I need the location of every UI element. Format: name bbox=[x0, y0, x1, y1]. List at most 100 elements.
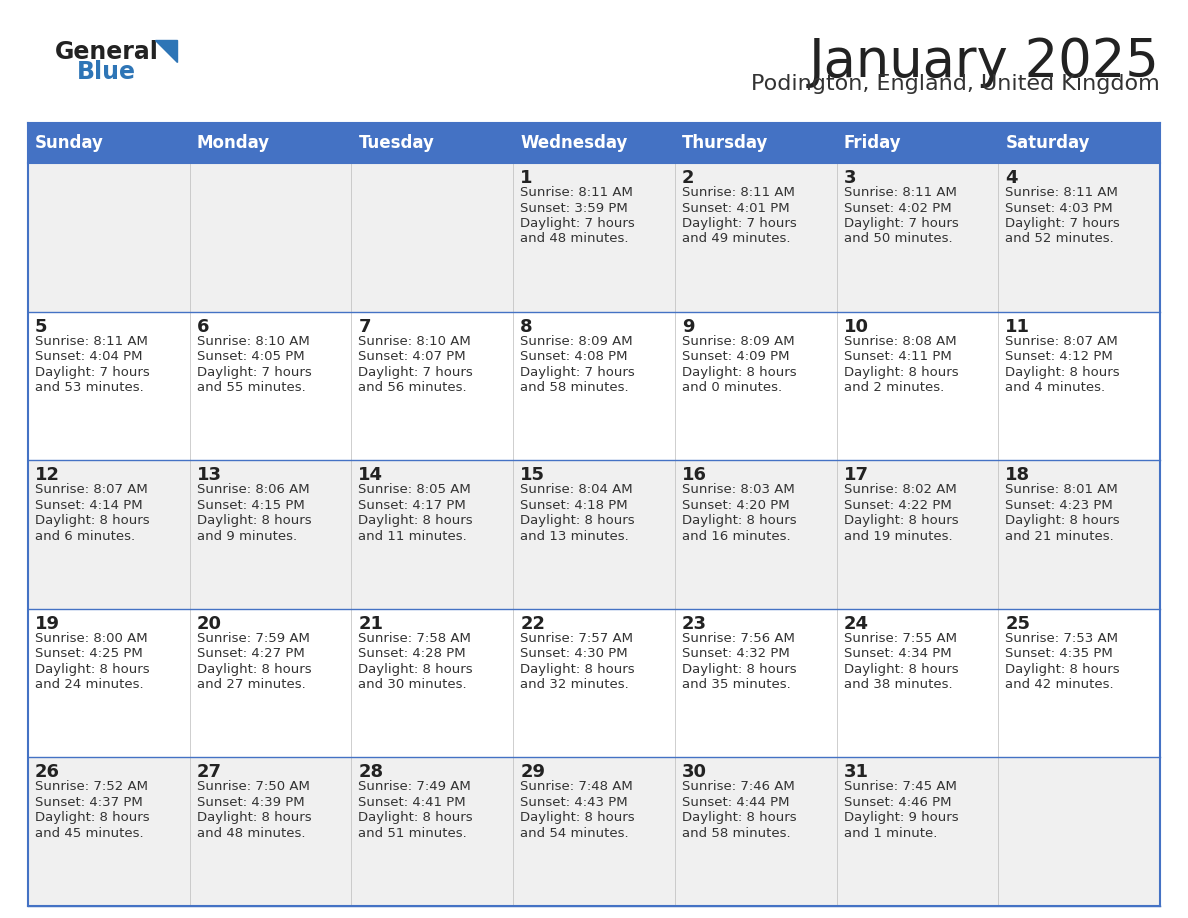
Text: Sunset: 4:18 PM: Sunset: 4:18 PM bbox=[520, 498, 627, 511]
Bar bbox=[29, 609, 1159, 757]
Text: and 30 minutes.: and 30 minutes. bbox=[359, 678, 467, 691]
Text: Sunrise: 8:04 AM: Sunrise: 8:04 AM bbox=[520, 483, 633, 497]
Text: Sunrise: 8:07 AM: Sunrise: 8:07 AM bbox=[34, 483, 147, 497]
Text: Sunset: 4:39 PM: Sunset: 4:39 PM bbox=[197, 796, 304, 809]
Text: Sunrise: 8:07 AM: Sunrise: 8:07 AM bbox=[1005, 334, 1118, 348]
Text: Sunset: 4:02 PM: Sunset: 4:02 PM bbox=[843, 201, 952, 215]
Text: and 6 minutes.: and 6 minutes. bbox=[34, 530, 135, 543]
Text: Sunrise: 7:48 AM: Sunrise: 7:48 AM bbox=[520, 780, 633, 793]
Text: and 51 minutes.: and 51 minutes. bbox=[359, 827, 467, 840]
Text: 12: 12 bbox=[34, 466, 61, 484]
Text: Daylight: 8 hours: Daylight: 8 hours bbox=[197, 514, 311, 527]
Text: and 35 minutes.: and 35 minutes. bbox=[682, 678, 790, 691]
Text: Sunset: 4:28 PM: Sunset: 4:28 PM bbox=[359, 647, 466, 660]
Text: and 49 minutes.: and 49 minutes. bbox=[682, 232, 790, 245]
Text: 10: 10 bbox=[843, 318, 868, 336]
Text: Sunset: 4:14 PM: Sunset: 4:14 PM bbox=[34, 498, 143, 511]
Text: and 38 minutes.: and 38 minutes. bbox=[843, 678, 953, 691]
Text: and 58 minutes.: and 58 minutes. bbox=[520, 381, 628, 394]
Text: Sunset: 4:32 PM: Sunset: 4:32 PM bbox=[682, 647, 790, 660]
Text: Podington, England, United Kingdom: Podington, England, United Kingdom bbox=[751, 74, 1159, 94]
Text: 25: 25 bbox=[1005, 615, 1030, 633]
Text: 14: 14 bbox=[359, 466, 384, 484]
Text: and 32 minutes.: and 32 minutes. bbox=[520, 678, 628, 691]
Text: Daylight: 8 hours: Daylight: 8 hours bbox=[197, 663, 311, 676]
Text: Sunset: 4:01 PM: Sunset: 4:01 PM bbox=[682, 201, 790, 215]
Text: Sunset: 4:46 PM: Sunset: 4:46 PM bbox=[843, 796, 952, 809]
Text: Tuesday: Tuesday bbox=[359, 134, 435, 152]
Text: 11: 11 bbox=[1005, 318, 1030, 336]
Text: Daylight: 8 hours: Daylight: 8 hours bbox=[359, 663, 473, 676]
Text: Sunset: 4:08 PM: Sunset: 4:08 PM bbox=[520, 350, 627, 364]
Text: Daylight: 8 hours: Daylight: 8 hours bbox=[520, 812, 634, 824]
Text: 30: 30 bbox=[682, 764, 707, 781]
Text: Sunrise: 8:00 AM: Sunrise: 8:00 AM bbox=[34, 632, 147, 644]
Text: Sunset: 4:41 PM: Sunset: 4:41 PM bbox=[359, 796, 466, 809]
Text: 17: 17 bbox=[843, 466, 868, 484]
Text: Sunrise: 8:06 AM: Sunrise: 8:06 AM bbox=[197, 483, 309, 497]
Bar bbox=[29, 460, 1159, 609]
Text: 19: 19 bbox=[34, 615, 61, 633]
Text: Sunrise: 8:11 AM: Sunrise: 8:11 AM bbox=[682, 186, 795, 199]
Text: 2: 2 bbox=[682, 169, 694, 187]
Text: Sunrise: 8:10 AM: Sunrise: 8:10 AM bbox=[359, 334, 472, 348]
Text: and 11 minutes.: and 11 minutes. bbox=[359, 530, 467, 543]
Text: Sunset: 3:59 PM: Sunset: 3:59 PM bbox=[520, 201, 628, 215]
Text: Sunrise: 8:01 AM: Sunrise: 8:01 AM bbox=[1005, 483, 1118, 497]
Text: Sunset: 4:22 PM: Sunset: 4:22 PM bbox=[843, 498, 952, 511]
Text: Sunrise: 8:08 AM: Sunrise: 8:08 AM bbox=[843, 334, 956, 348]
Text: and 58 minutes.: and 58 minutes. bbox=[682, 827, 790, 840]
Text: Sunset: 4:07 PM: Sunset: 4:07 PM bbox=[359, 350, 466, 364]
Text: Sunset: 4:34 PM: Sunset: 4:34 PM bbox=[843, 647, 952, 660]
Text: Sunrise: 7:57 AM: Sunrise: 7:57 AM bbox=[520, 632, 633, 644]
Text: Daylight: 8 hours: Daylight: 8 hours bbox=[1005, 514, 1120, 527]
Text: Sunrise: 7:49 AM: Sunrise: 7:49 AM bbox=[359, 780, 472, 793]
Text: Sunrise: 7:59 AM: Sunrise: 7:59 AM bbox=[197, 632, 310, 644]
Text: Daylight: 8 hours: Daylight: 8 hours bbox=[682, 365, 796, 378]
Text: Sunset: 4:35 PM: Sunset: 4:35 PM bbox=[1005, 647, 1113, 660]
Text: 1: 1 bbox=[520, 169, 532, 187]
Text: and 45 minutes.: and 45 minutes. bbox=[34, 827, 144, 840]
Text: 15: 15 bbox=[520, 466, 545, 484]
Text: and 2 minutes.: and 2 minutes. bbox=[843, 381, 943, 394]
Text: Daylight: 8 hours: Daylight: 8 hours bbox=[359, 812, 473, 824]
Text: Thursday: Thursday bbox=[682, 134, 769, 152]
Text: Daylight: 8 hours: Daylight: 8 hours bbox=[34, 514, 150, 527]
Text: Daylight: 7 hours: Daylight: 7 hours bbox=[682, 217, 797, 230]
Text: 3: 3 bbox=[843, 169, 857, 187]
Text: 21: 21 bbox=[359, 615, 384, 633]
Text: 8: 8 bbox=[520, 318, 532, 336]
Text: Blue: Blue bbox=[77, 60, 135, 84]
Bar bbox=[29, 311, 1159, 460]
Text: Sunrise: 8:09 AM: Sunrise: 8:09 AM bbox=[520, 334, 633, 348]
Text: and 27 minutes.: and 27 minutes. bbox=[197, 678, 305, 691]
Text: Wednesday: Wednesday bbox=[520, 134, 627, 152]
Text: Sunrise: 7:58 AM: Sunrise: 7:58 AM bbox=[359, 632, 472, 644]
Text: Daylight: 7 hours: Daylight: 7 hours bbox=[1005, 217, 1120, 230]
Text: Daylight: 7 hours: Daylight: 7 hours bbox=[197, 365, 311, 378]
Text: 13: 13 bbox=[197, 466, 222, 484]
Text: and 13 minutes.: and 13 minutes. bbox=[520, 530, 628, 543]
Text: Sunrise: 8:02 AM: Sunrise: 8:02 AM bbox=[843, 483, 956, 497]
Bar bbox=[29, 123, 1159, 163]
Text: Sunday: Sunday bbox=[34, 134, 103, 152]
Text: Daylight: 8 hours: Daylight: 8 hours bbox=[1005, 365, 1120, 378]
Text: 20: 20 bbox=[197, 615, 222, 633]
Text: Sunset: 4:12 PM: Sunset: 4:12 PM bbox=[1005, 350, 1113, 364]
Bar bbox=[29, 163, 1159, 311]
Text: Daylight: 7 hours: Daylight: 7 hours bbox=[359, 365, 473, 378]
Text: Daylight: 8 hours: Daylight: 8 hours bbox=[34, 812, 150, 824]
Text: and 52 minutes.: and 52 minutes. bbox=[1005, 232, 1114, 245]
Text: Sunrise: 8:10 AM: Sunrise: 8:10 AM bbox=[197, 334, 309, 348]
Text: 16: 16 bbox=[682, 466, 707, 484]
Text: Sunrise: 8:11 AM: Sunrise: 8:11 AM bbox=[34, 334, 147, 348]
Text: 4: 4 bbox=[1005, 169, 1018, 187]
Text: Daylight: 7 hours: Daylight: 7 hours bbox=[520, 217, 634, 230]
Text: Sunrise: 7:56 AM: Sunrise: 7:56 AM bbox=[682, 632, 795, 644]
Text: Sunset: 4:23 PM: Sunset: 4:23 PM bbox=[1005, 498, 1113, 511]
Text: and 42 minutes.: and 42 minutes. bbox=[1005, 678, 1114, 691]
Text: Daylight: 7 hours: Daylight: 7 hours bbox=[520, 365, 634, 378]
Text: Sunrise: 7:50 AM: Sunrise: 7:50 AM bbox=[197, 780, 310, 793]
Text: Sunset: 4:03 PM: Sunset: 4:03 PM bbox=[1005, 201, 1113, 215]
Text: 18: 18 bbox=[1005, 466, 1030, 484]
